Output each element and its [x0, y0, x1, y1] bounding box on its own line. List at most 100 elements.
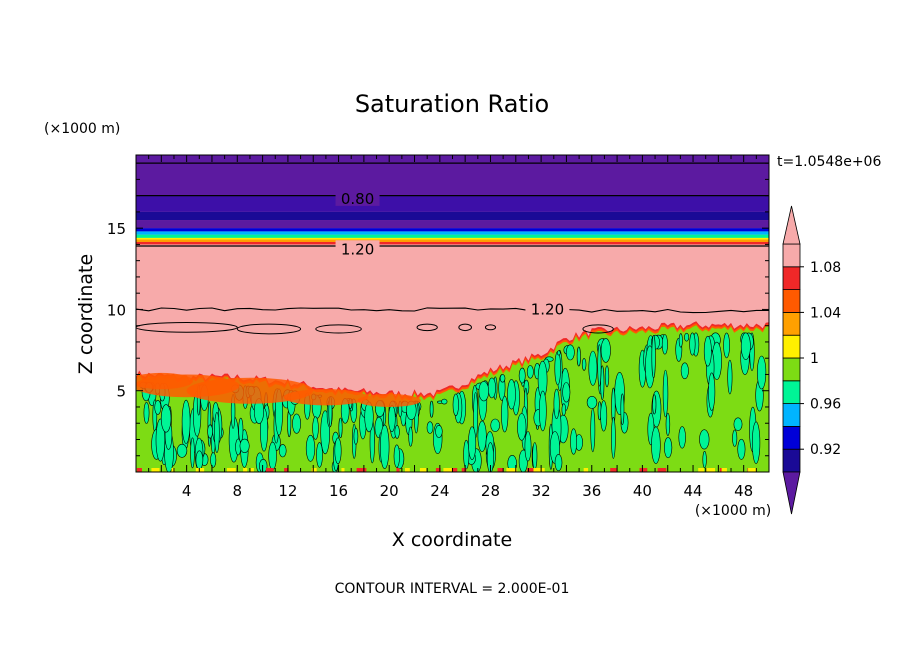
- cloud-layer: [136, 321, 769, 472]
- surface-patch: [527, 468, 534, 472]
- cloud-cell: [268, 441, 277, 471]
- cloud-cell: [518, 367, 526, 384]
- cloud-cell: [565, 344, 575, 361]
- cloud-cell: [316, 442, 323, 468]
- cloud-cell: [702, 451, 707, 469]
- cloud-cell: [408, 426, 413, 447]
- cloud-cell: [501, 395, 509, 433]
- cloud-cell: [678, 426, 686, 449]
- surface-patch: [610, 468, 618, 472]
- cloud-top-patch: [136, 372, 193, 390]
- cloud-cell: [651, 335, 656, 379]
- cloud-cell: [487, 377, 497, 399]
- cloud-cell: [380, 424, 390, 469]
- cloud-cell: [517, 413, 527, 441]
- cloud-cell: [486, 442, 494, 472]
- cloud-cell: [570, 428, 577, 455]
- surface-patch: [657, 468, 667, 472]
- surface-patch: [363, 468, 367, 472]
- cloud-cell: [353, 427, 359, 445]
- surface-patch: [530, 468, 538, 472]
- cloud-cell: [305, 434, 316, 462]
- contour-loop: [416, 323, 438, 332]
- x-tick-label: 20: [380, 482, 399, 500]
- cloud-cell: [538, 390, 547, 432]
- surface-patch: [435, 468, 441, 472]
- cloud-cell: [364, 401, 374, 433]
- surface-patch: [419, 468, 427, 472]
- cloud-cell: [620, 393, 625, 426]
- cloud-cell: [727, 359, 733, 395]
- cloud-cell: [663, 437, 673, 459]
- colorbar-segment: [782, 289, 801, 313]
- surface-patch: [497, 468, 504, 472]
- surface-patch: [583, 468, 589, 472]
- x-tick-label: 32: [532, 482, 551, 500]
- cloud-cell: [532, 442, 538, 470]
- cloud-cell: [477, 420, 487, 452]
- cloud-cell: [556, 350, 561, 356]
- cloud-cell: [468, 426, 477, 461]
- contour-label-bg: [525, 300, 570, 317]
- x-tick-label: 40: [633, 482, 652, 500]
- cloud-cell: [740, 332, 751, 360]
- contour-loop: [484, 324, 497, 331]
- cloud-top-patch: [186, 377, 314, 404]
- colorbar-label: 0.96: [810, 397, 841, 413]
- cloud-cell: [600, 400, 608, 432]
- cloud-cell: [588, 350, 598, 386]
- z-tick-label: 15: [107, 220, 126, 238]
- cloud-cell: [207, 401, 212, 447]
- colorbar-segment: [782, 448, 801, 473]
- contour-loop: [315, 324, 362, 334]
- x-units-label: (×1000 m): [695, 503, 771, 519]
- surface-patch: [311, 468, 317, 472]
- z-axis-ticks: 5 10 15: [107, 162, 769, 457]
- colorbar-bottom-extension: [782, 471, 801, 515]
- surface-patch: [639, 468, 648, 472]
- cloud-cell: [756, 355, 767, 390]
- x-tick-label: 12: [278, 482, 297, 500]
- cloud-cell: [210, 452, 217, 468]
- x-tick-label: 4: [182, 482, 192, 500]
- cloud-body: [136, 325, 769, 472]
- cloud-cell: [238, 417, 244, 442]
- cloud-cell: [160, 404, 172, 433]
- x-axis-ticks: 4 8 12 16 20 24 28 32 36 40 44 48: [148, 155, 757, 500]
- colorbar-label: 1.08: [810, 260, 841, 276]
- cloud-cell: [312, 416, 319, 440]
- contour-label-2: 1.20: [531, 300, 564, 318]
- cloud-cell: [526, 365, 534, 379]
- colorbar-label: 0.92: [810, 442, 841, 458]
- cloud-cell: [590, 408, 596, 453]
- contour-labels: 0.80 1.20 1.20: [335, 189, 570, 318]
- cloud-cell: [452, 393, 459, 416]
- cloud-cell: [190, 437, 195, 469]
- cloud-cell: [435, 424, 443, 438]
- colorbar-label: 1.04: [810, 305, 841, 321]
- cloud-cell: [259, 459, 268, 472]
- surface-patch: [195, 468, 205, 472]
- cloud-cell: [394, 425, 400, 439]
- cloud-cell: [661, 334, 668, 355]
- surface-patch: [356, 468, 364, 472]
- x-tick-label: 24: [430, 482, 449, 500]
- surface-patch: [508, 468, 518, 472]
- surface-patch: [171, 468, 175, 472]
- surface-patch: [136, 468, 142, 472]
- cloud-cell: [684, 332, 690, 342]
- z-tick-label: 5: [116, 383, 126, 401]
- colorbar-label: 1: [810, 351, 819, 367]
- surface-patch: [721, 468, 727, 472]
- contour-loop: [582, 324, 614, 334]
- contour-label-0: 0.80: [341, 190, 374, 208]
- cloud-cell: [338, 417, 343, 439]
- cloud-cell: [524, 431, 532, 462]
- surface-patch: [151, 468, 160, 472]
- cloud-cell: [699, 429, 710, 450]
- band-6: [136, 234, 769, 238]
- cloud-cell: [586, 395, 598, 409]
- surface-patch: [249, 468, 254, 472]
- surface-patch: [748, 468, 757, 472]
- colorbar-segment: [782, 425, 801, 450]
